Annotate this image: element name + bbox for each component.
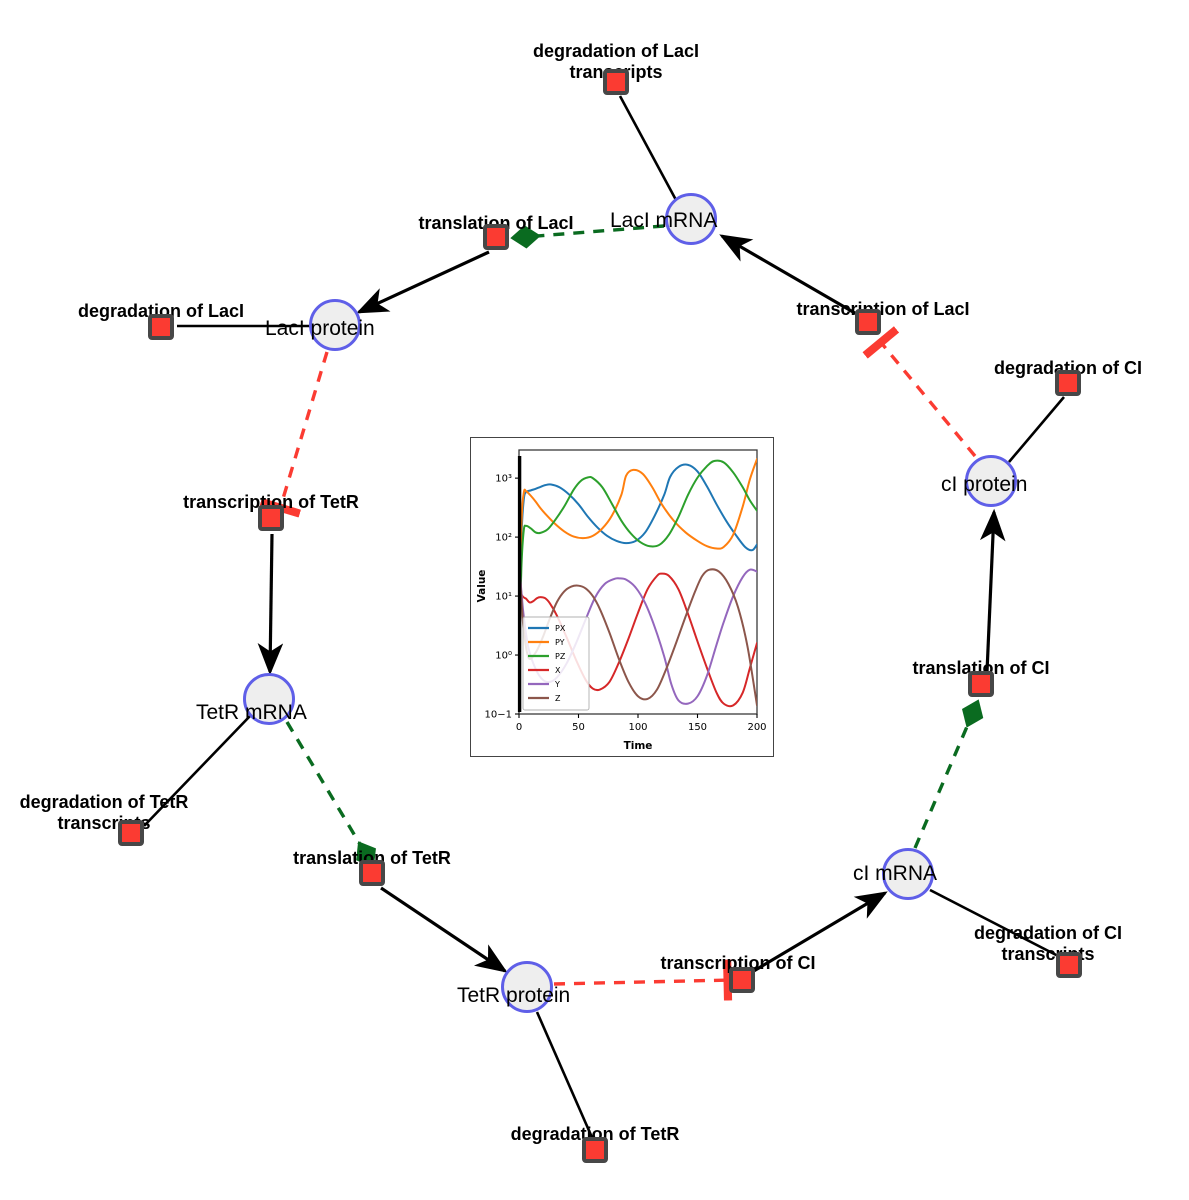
reaction-label-deg_cI_tx: degradation of CI transcripts [974, 923, 1122, 965]
chart-ytick-label: 10³ [495, 474, 512, 485]
edge-modulate [913, 699, 984, 849]
edge-produce [356, 250, 490, 314]
chart-series-PY [519, 458, 757, 657]
species-node-cI_mrna[interactable] [882, 848, 934, 900]
reaction-label-deg_cI: degradation of CI [994, 358, 1142, 378]
reaction-label-deg_tetR_tx: degradation of TetR transcripts [19, 792, 189, 834]
reaction-node-tx_cI[interactable] [729, 967, 755, 993]
edge-produce [979, 508, 1006, 673]
chart-legend-label-Y: Y [554, 680, 560, 689]
chart-ylabel: Value [476, 570, 488, 603]
chart-legend-label-Z: Z [555, 694, 561, 703]
chart-series-PZ [519, 459, 757, 657]
reaction-node-transl_cI[interactable] [968, 671, 994, 697]
chart-legend-box [522, 616, 590, 711]
chart-ytick-label: 10² [495, 533, 512, 544]
species-label-cI_prot: cI protein [941, 473, 1028, 496]
species-node-tetR_mrna[interactable] [243, 673, 295, 725]
reaction-label-tx_lacI: transcription of LacI [796, 299, 970, 319]
reaction-node-transl_lacI[interactable] [483, 224, 509, 250]
reaction-node-deg_lacI_tx[interactable] [603, 69, 629, 95]
chart-x-axis-ticks: 0 50 100 150 200 [516, 714, 767, 733]
species-label-tetR_prot: TetR protein [457, 984, 571, 1007]
species-node-cI_prot[interactable] [965, 455, 1017, 507]
reaction-label-tx_cI: transcription of CI [660, 953, 816, 973]
reaction-node-tx_tetR[interactable] [258, 505, 284, 531]
edge-produce [719, 234, 861, 318]
edge-produce [257, 533, 284, 676]
species-node-tetR_prot[interactable] [501, 961, 553, 1013]
chart-ytick-label: 10−1 [485, 710, 512, 721]
edge-modulate [285, 721, 376, 868]
edge-consume [618, 95, 678, 201]
species-label-tetR_mrna: TetR mRNA [196, 701, 307, 724]
chart-xtick-label: 100 [628, 722, 647, 733]
edge-consume [143, 715, 251, 827]
species-label-cI_mrna: cI mRNA [853, 862, 937, 885]
edge-inhibit [862, 326, 977, 458]
species-label-lacI_prot: LacI protein [265, 317, 375, 340]
reaction-node-transl_tetR[interactable] [359, 860, 385, 886]
chart-xtick-label: 200 [747, 722, 766, 733]
chart-legend: PX PY PZ XYZ [522, 616, 590, 711]
chart-legend-label-PX: PX [555, 624, 566, 633]
timecourse-inset-chart: 10−1 10⁰ 10¹ 10² 10³ 0 50 100 150 200 PX PY PZ X Y Z … [470, 437, 774, 757]
chart-xtick-label: 50 [572, 722, 585, 733]
reaction-node-deg_cI_tx[interactable] [1056, 952, 1082, 978]
chart-legend-label-PY: PY [555, 638, 565, 647]
chart-legend-label-X: X [555, 666, 561, 675]
chart-ytick-label: 10⁰ [495, 651, 512, 662]
reaction-label-deg_lacI: degradation of LacI [77, 301, 245, 321]
species-node-lacI_prot[interactable] [309, 299, 361, 351]
edge-produce [751, 891, 888, 974]
edge-consume [535, 1011, 596, 1143]
chart-xtick-label: 150 [688, 722, 707, 733]
chart-y-axis-ticks: 10−1 10⁰ 10¹ 10² 10³ [485, 474, 519, 721]
reaction-node-deg_lacI[interactable] [148, 314, 174, 340]
reaction-node-deg_cI[interactable] [1055, 370, 1081, 396]
species-label-lacI_mrna: LacI mRNA [610, 209, 718, 232]
chart-series-X [519, 572, 757, 708]
edge-consume [929, 888, 1063, 960]
reaction-node-deg_tetR_tx[interactable] [118, 820, 144, 846]
reaction-node-deg_tetR[interactable] [582, 1137, 608, 1163]
chart-xtick-label: 0 [516, 722, 522, 733]
chart-xlabel: Time [624, 740, 653, 752]
edge-produce [380, 886, 508, 973]
edge-inhibit [259, 351, 329, 518]
edge-inhibit [553, 959, 733, 1001]
chart-series-PX [519, 463, 757, 657]
species-node-lacI_mrna[interactable] [665, 193, 717, 245]
edge-consume [1008, 396, 1065, 463]
chart-legend-label-PZ: PZ [555, 652, 566, 661]
reaction-label-deg_tetR: degradation of TetR [510, 1124, 680, 1144]
edge-modulate [510, 224, 665, 249]
chart-ytick-label: 10¹ [495, 592, 512, 603]
reaction-node-tx_lacI[interactable] [855, 309, 881, 335]
reaction-label-transl_cI: translation of CI [912, 658, 1050, 678]
